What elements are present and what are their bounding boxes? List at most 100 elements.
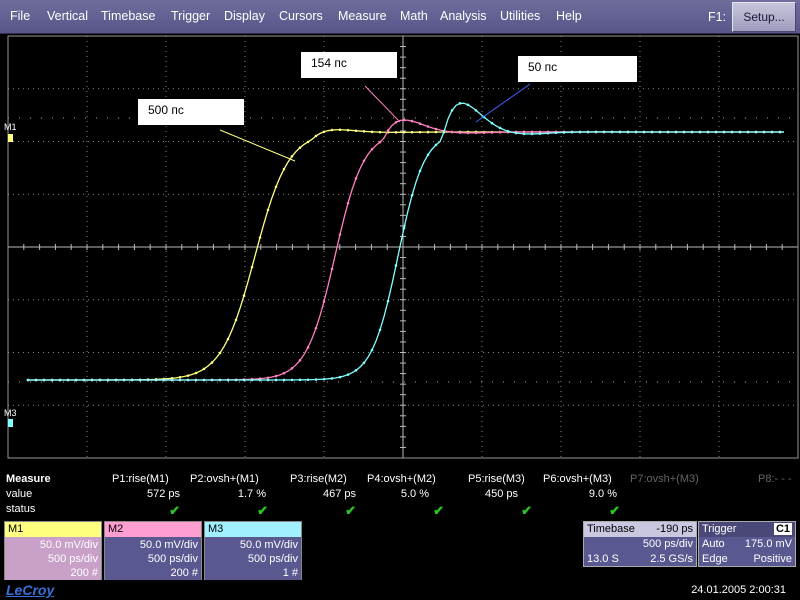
trace-m3-point	[554, 131, 558, 135]
channel-tdiv-m1: 500 ps/div	[47, 553, 98, 565]
marker-m1	[8, 134, 13, 142]
trace-m1-point	[202, 367, 206, 371]
menu-measure[interactable]: Measure	[338, 9, 387, 23]
trace-m2-point	[426, 125, 430, 128]
trace-m2-point	[450, 130, 454, 134]
channel-box-m1[interactable]: M1 50.0 mV/div 500 ps/div 200 #	[4, 521, 102, 580]
channel-vdiv-m3: 50.0 mV/div	[239, 539, 298, 551]
trace-m1-point	[242, 294, 246, 297]
param-name-p6[interactable]: P6:ovsh+(M3)	[543, 473, 612, 485]
trace-m3-point	[570, 130, 574, 134]
trace-m3-point	[466, 103, 470, 107]
trace-m2-point	[458, 131, 462, 134]
menu-timebase[interactable]: Timebase	[101, 9, 156, 23]
trace-m3-point	[34, 378, 38, 382]
menu-help[interactable]: Help	[556, 9, 582, 23]
menu-trigger[interactable]: Trigger	[171, 9, 211, 23]
menu-math[interactable]: Math	[400, 9, 428, 23]
channel-box-m3[interactable]: M3 50.0 mV/div 500 ps/div 1 #	[204, 521, 302, 580]
status-check-p6: ✔	[609, 503, 620, 518]
leader-50ps	[475, 83, 531, 123]
marker-m3-label: M3	[4, 408, 17, 418]
trace-m3-point	[114, 378, 118, 382]
trace-m3-point	[442, 130, 446, 134]
trace-m3-point	[778, 130, 782, 134]
menu-display[interactable]: Display	[224, 9, 265, 23]
trace-m1-point	[218, 351, 222, 355]
trace-m3-point	[602, 130, 606, 134]
trace-m3-point	[98, 378, 102, 382]
trace-m3-point	[242, 378, 246, 382]
trace-m3-point	[274, 378, 278, 382]
timebase-header: Timebase -190 ps	[584, 522, 696, 537]
value-label: value	[6, 488, 33, 500]
setup-button[interactable]: Setup...	[732, 2, 796, 32]
trace-m3-point	[594, 130, 598, 134]
trace-m2-point	[298, 358, 302, 362]
menu-analysis[interactable]: Analysis	[440, 9, 487, 23]
param-name-p4[interactable]: P4:ovsh+(M2)	[367, 473, 436, 485]
trace-m3-point	[82, 378, 86, 382]
trace-m1-point	[362, 130, 366, 133]
trace-m3-point	[458, 102, 462, 105]
param-name-p8[interactable]: P8:- - -	[758, 473, 792, 485]
trace-m3-point	[402, 226, 406, 230]
channel-box-m2[interactable]: M2 50.0 mV/div 500 ps/div 200 #	[104, 521, 202, 580]
trace-m3-point	[378, 328, 382, 332]
trace-m3-point	[674, 130, 678, 134]
trace-m3-point	[42, 378, 46, 382]
datetime: 24.01.2005 2:00:31	[691, 584, 786, 596]
trace-m3-point	[722, 130, 726, 134]
trace-m3-point	[346, 373, 350, 376]
trace-m3-point	[394, 264, 398, 267]
channel-header-m2: M2	[105, 522, 201, 537]
trace-m3-point	[266, 378, 270, 382]
param-name-p3[interactable]: P3:rise(M2)	[290, 473, 347, 485]
f1-label: F1:	[708, 10, 727, 24]
param-name-p5[interactable]: P5:rise(M3)	[468, 473, 525, 485]
leader-500ps	[219, 129, 296, 162]
trace-m2-point	[394, 120, 398, 124]
trace-m2-point	[498, 131, 502, 134]
trace-m2-point	[314, 326, 318, 330]
trace-m2-point	[474, 131, 478, 135]
param-value-p4: 5.0 %	[400, 488, 429, 500]
status-check-p2: ✔	[257, 503, 268, 518]
param-name-p7[interactable]: P7:ovsh+(M3)	[630, 473, 699, 485]
trace-m3-point	[682, 130, 686, 134]
menu-vertical[interactable]: Vertical	[47, 9, 88, 23]
trace-m3-point	[770, 130, 774, 134]
trace-m1-point	[434, 130, 438, 134]
trace-m3-point	[122, 378, 126, 382]
menu-cursors[interactable]: Cursors	[279, 9, 323, 23]
trigger-mode-row: Auto 175.0 mV	[699, 537, 795, 552]
trace-m1-point	[186, 374, 190, 377]
marker-m1-label: M1	[4, 122, 17, 132]
param-name-p2[interactable]: P2:ovsh+(M1)	[190, 473, 259, 485]
menu-file[interactable]: File	[10, 9, 31, 23]
timebase-box[interactable]: Timebase -190 ps 500 ps/div 13.0 S 2.5 G…	[583, 521, 697, 567]
trace-m3-point	[322, 377, 326, 381]
trace-m2	[28, 119, 784, 381]
trace-m1-point	[322, 130, 326, 134]
trace-m3-point	[506, 129, 510, 133]
channel-count-m3: 1 #	[282, 567, 298, 579]
menu-utilities[interactable]: Utilities	[500, 9, 541, 23]
trigger-box[interactable]: Trigger C1 Auto 175.0 mV Edge Positive	[698, 521, 796, 567]
timebase-sample-row: 13.0 S 2.5 GS/s	[584, 552, 696, 567]
trace-m3-point	[306, 378, 310, 382]
trace-m3-point	[282, 378, 286, 382]
trace-m3-point	[562, 131, 566, 134]
channel-count-m2: 200 #	[170, 567, 198, 579]
trigger-label: Trigger	[702, 523, 737, 535]
trace-m3-point	[762, 130, 766, 134]
trace-m3-point	[298, 378, 302, 382]
trace-m2-point	[466, 131, 470, 135]
param-name-p1[interactable]: P1:rise(M1)	[112, 473, 169, 485]
trace-m1-point	[298, 146, 302, 149]
trace-m1-point	[418, 130, 422, 134]
trace-m3-point	[250, 378, 254, 382]
waveform-display[interactable]: 500 пс 154 пс 50 пс M1 M3	[0, 34, 800, 460]
trace-m3-point	[642, 130, 646, 134]
trace-m3-point	[650, 130, 654, 134]
